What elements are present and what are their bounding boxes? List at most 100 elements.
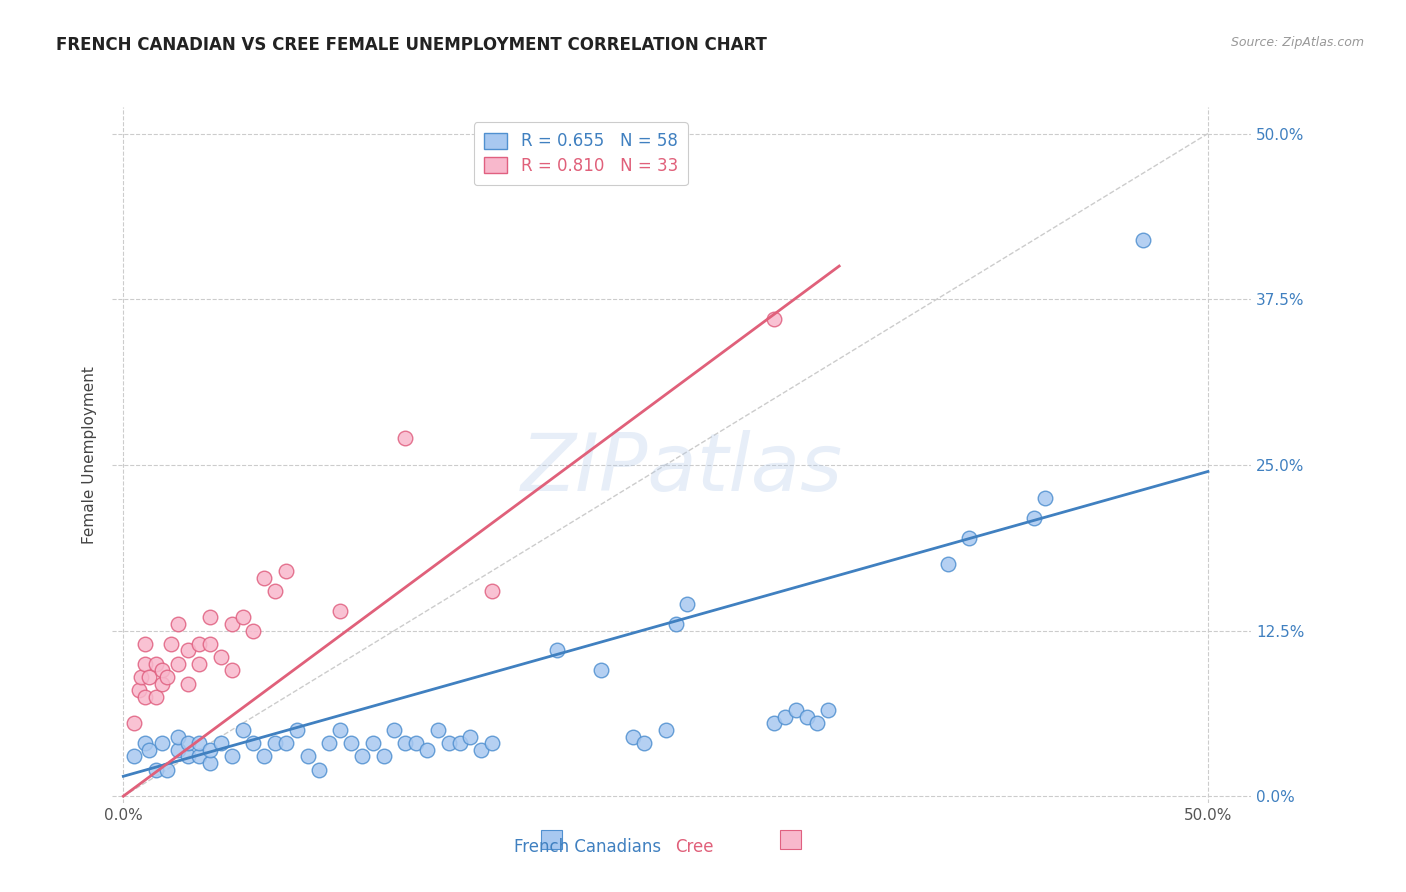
Point xyxy=(253,749,276,764)
Bar xyxy=(780,830,801,849)
Point xyxy=(817,703,839,717)
Point xyxy=(150,736,173,750)
Point xyxy=(221,663,243,677)
Point xyxy=(138,670,160,684)
Point xyxy=(546,643,568,657)
Point xyxy=(318,736,340,750)
Point xyxy=(188,637,211,651)
Point xyxy=(166,730,188,744)
Text: Source: ZipAtlas.com: Source: ZipAtlas.com xyxy=(1230,36,1364,49)
Point xyxy=(209,736,232,750)
Point xyxy=(676,597,699,611)
Point xyxy=(188,749,211,764)
Point xyxy=(373,749,395,764)
Point xyxy=(134,657,156,671)
Point xyxy=(129,670,152,684)
Point xyxy=(221,749,243,764)
Point xyxy=(763,716,786,731)
Point xyxy=(198,743,221,757)
Point xyxy=(806,716,828,731)
Point xyxy=(156,763,179,777)
Point xyxy=(232,723,254,737)
Point xyxy=(763,312,786,326)
Point xyxy=(470,743,492,757)
Point xyxy=(405,736,427,750)
Point xyxy=(329,604,352,618)
Point xyxy=(796,709,818,723)
Point xyxy=(156,670,179,684)
Text: French Canadians: French Canadians xyxy=(513,838,661,856)
Point xyxy=(122,716,145,731)
Point xyxy=(285,723,308,737)
Point xyxy=(122,749,145,764)
Point xyxy=(426,723,449,737)
Point xyxy=(481,736,503,750)
Point xyxy=(232,610,254,624)
Point xyxy=(957,531,980,545)
Point xyxy=(936,558,959,572)
Point xyxy=(150,676,173,690)
Bar xyxy=(541,830,562,849)
Point xyxy=(145,763,167,777)
Point xyxy=(160,637,183,651)
Point xyxy=(166,743,188,757)
Point xyxy=(1132,233,1154,247)
Point xyxy=(274,564,297,578)
Point xyxy=(621,730,644,744)
Legend: R = 0.655   N = 58, R = 0.810   N = 33: R = 0.655 N = 58, R = 0.810 N = 33 xyxy=(474,122,688,185)
Point xyxy=(177,736,200,750)
Y-axis label: Female Unemployment: Female Unemployment xyxy=(82,366,97,544)
Point xyxy=(297,749,319,764)
Point xyxy=(460,730,482,744)
Point xyxy=(134,690,156,704)
Point xyxy=(188,657,211,671)
Point xyxy=(416,743,439,757)
Point xyxy=(166,616,188,631)
Point xyxy=(589,663,612,677)
Point xyxy=(308,763,330,777)
Point xyxy=(264,583,287,598)
Point xyxy=(177,643,200,657)
Point xyxy=(654,723,676,737)
Point xyxy=(134,736,156,750)
Point xyxy=(145,657,167,671)
Point xyxy=(340,736,363,750)
Point xyxy=(274,736,297,750)
Point xyxy=(198,637,221,651)
Point xyxy=(384,723,406,737)
Point xyxy=(221,616,243,631)
Point xyxy=(128,683,150,698)
Point xyxy=(633,736,655,750)
Point xyxy=(1024,511,1046,525)
Point xyxy=(253,570,276,584)
Point xyxy=(209,650,232,665)
Point xyxy=(665,616,688,631)
Point xyxy=(166,657,188,671)
Point xyxy=(145,690,167,704)
Point xyxy=(134,637,156,651)
Point xyxy=(481,583,503,598)
Point xyxy=(350,749,373,764)
Text: Cree: Cree xyxy=(675,838,713,856)
Point xyxy=(177,749,200,764)
Point xyxy=(394,736,416,750)
Point xyxy=(1033,491,1056,505)
Point xyxy=(138,743,160,757)
Point xyxy=(188,736,211,750)
Point xyxy=(773,709,796,723)
Point xyxy=(437,736,460,750)
Point xyxy=(361,736,384,750)
Point xyxy=(198,756,221,770)
Point xyxy=(329,723,352,737)
Point xyxy=(150,663,173,677)
Point xyxy=(242,736,264,750)
Point xyxy=(264,736,287,750)
Point xyxy=(449,736,471,750)
Text: ZIPatlas: ZIPatlas xyxy=(520,430,844,508)
Point xyxy=(785,703,807,717)
Text: FRENCH CANADIAN VS CREE FEMALE UNEMPLOYMENT CORRELATION CHART: FRENCH CANADIAN VS CREE FEMALE UNEMPLOYM… xyxy=(56,36,768,54)
Point xyxy=(177,676,200,690)
Point xyxy=(394,431,416,445)
Point xyxy=(242,624,264,638)
Point xyxy=(198,610,221,624)
